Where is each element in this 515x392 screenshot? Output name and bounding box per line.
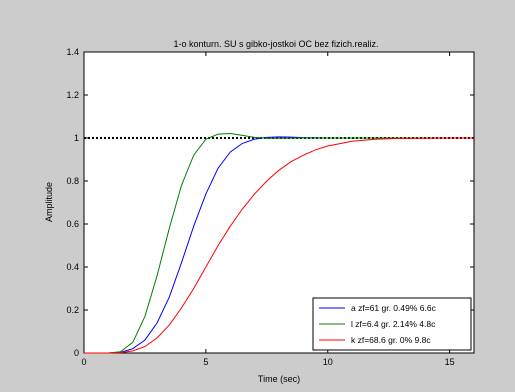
x-tick-label: 0 [81,357,86,367]
y-tick-label: 0.8 [66,176,79,186]
y-tick-label: 1.4 [66,47,79,57]
x-tick-label: 10 [323,357,333,367]
y-tick-label: 1.2 [66,90,79,100]
legend: a zf=61 gr. 0.49% 6.6c l zf=6.4 gr. 2.14%… [312,297,472,351]
x-tick-label: 15 [445,357,455,367]
series-line-3 [84,137,474,354]
legend-label-2: l zf=6.4 gr. 2.14% 4.8c [351,319,436,329]
series-line-2 [84,132,474,354]
y-axis-label: Amplitude [44,182,54,222]
y-tick-label: 1 [74,133,79,143]
y-tick-label: 0 [74,348,79,358]
series-lines [84,132,474,354]
axis-ticks: 0 5 10 15 0 0.2 0.4 0.6 0.8 1 1.2 1.4 [66,47,474,367]
y-tick-label: 0.6 [66,219,79,229]
chart-title: 1-o konturn. SU s gibko-jostkoi OC bez f… [173,39,378,49]
x-tick-label: 5 [203,357,208,367]
legend-label-3: k zf=68.6 gr. 0% 9.8c [351,335,431,345]
legend-label-1: a zf=61 gr. 0.49% 6.6c [351,303,437,313]
y-tick-label: 0.4 [66,262,79,272]
x-axis-label: Time (sec) [258,374,300,384]
y-tick-label: 0.2 [66,305,79,315]
